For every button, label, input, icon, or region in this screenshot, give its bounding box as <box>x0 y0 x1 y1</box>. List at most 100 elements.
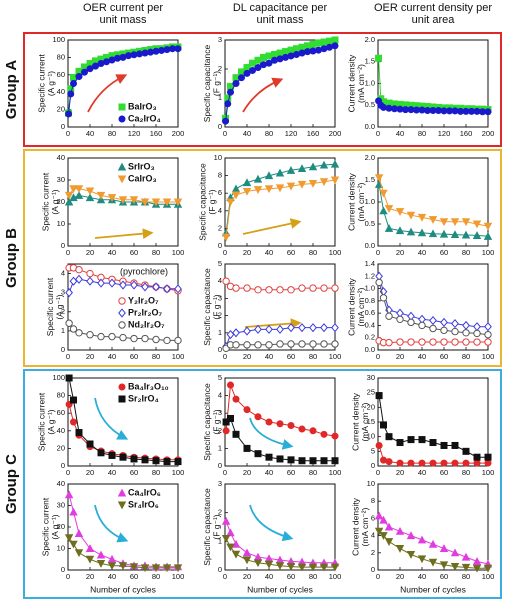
data-point <box>379 421 387 429</box>
arrow <box>249 417 294 450</box>
column-title: unit mass <box>99 14 147 26</box>
y-tick-label: 0 <box>61 122 65 131</box>
data-point <box>119 333 127 342</box>
panel: 0 10 20 30 40 0 20 40 60 80 100 Specific current (A … <box>41 479 185 594</box>
data-point <box>375 392 383 400</box>
y-tick-label: 1 <box>218 443 222 452</box>
legend-label: Pr₂Ir₂O₇ <box>128 307 163 317</box>
y-tick-label: 2 <box>218 311 222 320</box>
data-point <box>440 317 448 327</box>
y-tick-label: 40 <box>57 426 65 435</box>
y-axis-label: Specific capacitance <box>202 383 212 461</box>
x-tick-label: 40 <box>265 468 273 477</box>
data-point <box>374 174 384 183</box>
y-axis-label: (A g⁻¹) <box>46 71 56 96</box>
data-point <box>118 562 128 571</box>
data-point <box>243 341 251 349</box>
data-point <box>484 338 492 346</box>
data-point <box>238 74 246 82</box>
y-tick-label: 0.0 <box>365 345 375 354</box>
x-tick-label: 80 <box>462 468 470 477</box>
data-point <box>74 191 84 199</box>
y-tick-label: 0 <box>218 122 222 131</box>
arrow <box>87 74 128 113</box>
x-tick-label: 40 <box>108 468 116 477</box>
data-point <box>297 164 307 173</box>
data-point <box>320 323 328 333</box>
plot-frame <box>224 263 336 351</box>
x-tick-label: 120 <box>128 129 141 138</box>
legend-label: BaIrO₃ <box>128 101 157 111</box>
data-point <box>85 555 95 564</box>
data-point <box>276 324 284 334</box>
x-tick-label: 120 <box>438 129 451 138</box>
y-tick-label: 20 <box>367 402 375 411</box>
data-point <box>74 185 84 194</box>
x-tick-label: 100 <box>482 572 495 581</box>
data-point <box>118 196 128 205</box>
y-tick-label: 40 <box>57 87 65 96</box>
data-point <box>222 277 230 285</box>
y-tick-label: 1.5 <box>365 57 375 66</box>
y-axis-label: Current density <box>346 277 356 335</box>
data-point <box>440 459 448 467</box>
data-point <box>484 108 492 116</box>
y-tick-label: 3 <box>218 408 222 417</box>
data-point <box>231 191 241 200</box>
data-point <box>472 220 482 229</box>
y-axis-label: Specific capacitance <box>202 268 212 346</box>
data-point <box>129 196 139 205</box>
data-point <box>320 457 328 465</box>
data-point <box>85 544 95 553</box>
legend-label: CaIrO₃ <box>128 173 157 183</box>
y-tick-label: 0.0 <box>365 122 375 131</box>
y-tick-label: 100 <box>52 373 65 382</box>
data-point <box>395 544 405 553</box>
data-point <box>472 557 482 565</box>
data-point <box>97 449 105 457</box>
x-tick-label: 40 <box>418 248 426 257</box>
plot-frame <box>224 157 336 247</box>
y-tick-label: 1.5 <box>365 175 375 184</box>
data-point <box>418 436 426 444</box>
x-tick-label: 160 <box>150 129 163 138</box>
data-point <box>429 338 437 346</box>
data-point <box>331 432 339 440</box>
arrow <box>242 77 284 113</box>
data-point <box>163 458 171 466</box>
column-title: OER current density per <box>374 2 492 14</box>
x-tick-label: 80 <box>309 468 317 477</box>
data-point <box>395 226 405 235</box>
y-tick-label: 20 <box>57 197 65 206</box>
legend-marker <box>117 501 127 510</box>
y-tick-label: 10 <box>57 543 65 552</box>
data-point <box>86 269 94 278</box>
panel: 0 1 2 3 4 5 0 20 40 60 80 100 Specific capacitance (F… <box>202 259 341 361</box>
x-tick-label: 40 <box>108 572 116 581</box>
legend-label: Ca₄IrO₆ <box>128 487 161 497</box>
data-point <box>418 459 426 467</box>
legend-marker <box>118 115 126 123</box>
panel: 0.0 0.2 0.4 0.6 0.8 1.0 1.2 1.4 0 20 40 60 80 100 Curr… <box>346 259 494 361</box>
y-axis-label: Specific current <box>36 392 46 451</box>
data-point <box>129 563 139 572</box>
data-point <box>308 180 318 188</box>
legend-label: Y₂Ir₂O₇ <box>128 295 159 305</box>
legend-marker <box>118 395 126 403</box>
data-point <box>174 284 182 294</box>
x-tick-label: 20 <box>243 572 251 581</box>
x-tick-label: 0 <box>223 352 227 361</box>
data-point <box>385 338 393 347</box>
x-tick-label: 40 <box>265 352 273 361</box>
data-point <box>308 162 318 171</box>
data-point <box>319 178 329 187</box>
data-point <box>254 64 262 72</box>
data-point <box>298 457 306 465</box>
y-axis-label: Current density <box>346 172 356 230</box>
panel: 0.0 0.5 1.0 1.5 2.0 0 40 80 120 160 200 Current den… <box>346 35 494 138</box>
y-axis-label: (mA cm⁻²) <box>360 402 370 441</box>
data-point <box>462 338 470 346</box>
arrow <box>249 504 294 542</box>
data-point <box>254 450 262 458</box>
data-point <box>374 511 384 520</box>
